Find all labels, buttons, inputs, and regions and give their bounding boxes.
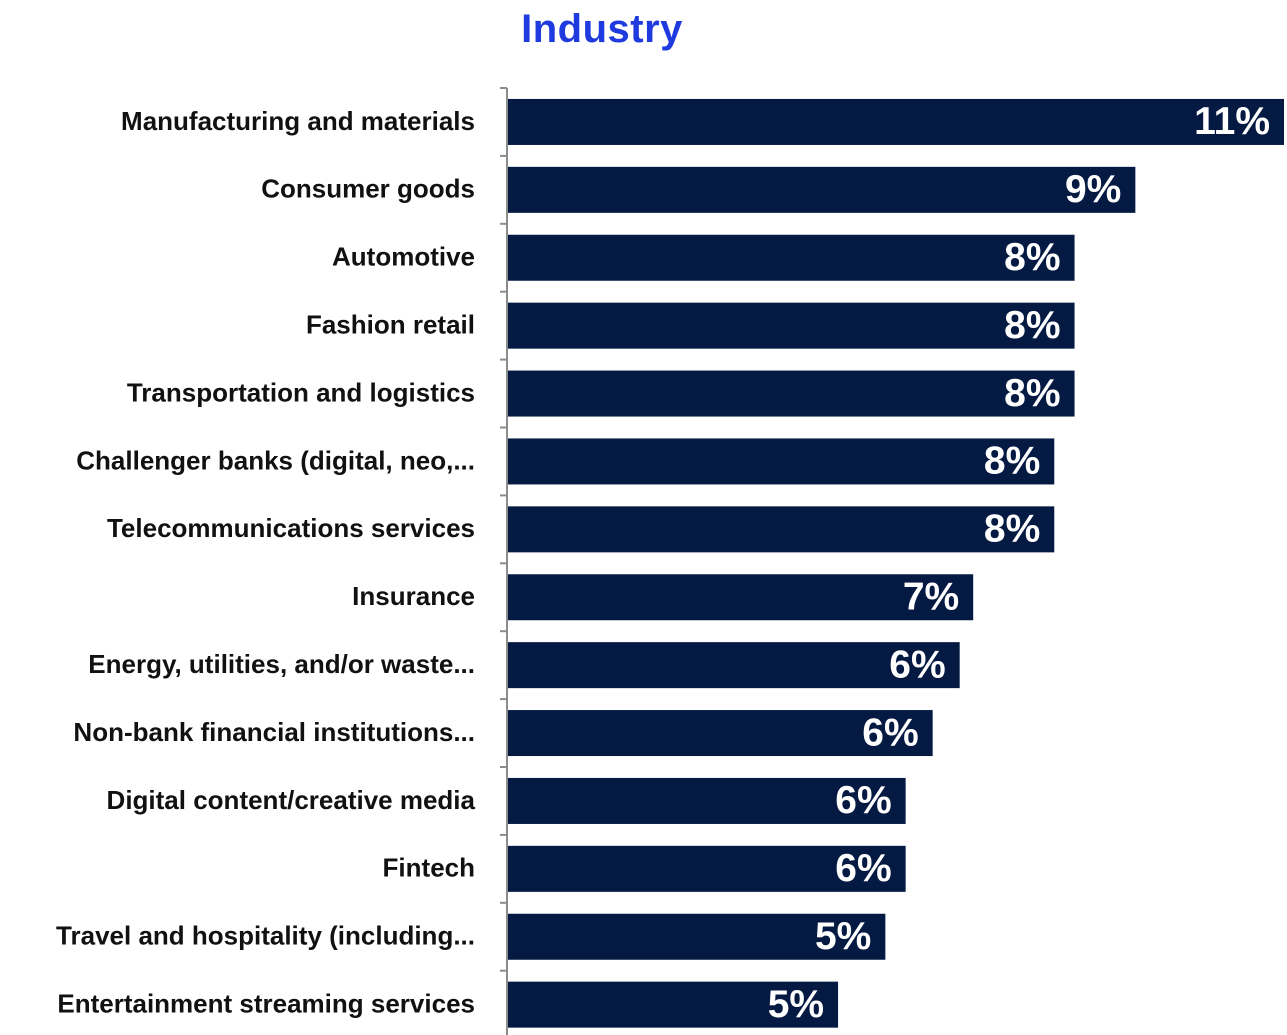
bar-6 — [507, 506, 1055, 553]
value-label-13: 5% — [768, 983, 824, 1026]
value-label-8: 6% — [889, 643, 945, 686]
value-label-7: 7% — [903, 576, 959, 619]
bar-2 — [507, 234, 1075, 281]
bar-10 — [507, 777, 906, 824]
bar-12 — [507, 913, 886, 960]
bar-7 — [507, 574, 974, 621]
category-label-10: Digital content/creative media — [107, 785, 476, 815]
category-label-8: Energy, utilities, and/or waste... — [88, 649, 475, 679]
category-label-2: Automotive — [332, 242, 475, 272]
bar-8 — [507, 642, 960, 689]
category-label-0: Manufacturing and materials — [121, 106, 475, 136]
bar-3 — [507, 302, 1075, 349]
category-label-3: Fashion retail — [306, 310, 475, 340]
category-label-13: Entertainment streaming services — [57, 989, 475, 1019]
bar-9 — [507, 710, 933, 757]
value-label-2: 8% — [1004, 236, 1060, 279]
value-label-5: 8% — [984, 440, 1040, 483]
bar-13 — [507, 981, 839, 1028]
category-label-12: Travel and hospitality (including... — [56, 921, 475, 951]
category-label-1: Consumer goods — [261, 174, 475, 204]
value-label-3: 8% — [1004, 304, 1060, 347]
chart-title: Industry — [521, 7, 683, 51]
category-label-11: Fintech — [383, 853, 475, 883]
value-label-9: 6% — [862, 711, 918, 754]
category-label-9: Non-bank financial institutions... — [73, 717, 475, 747]
bar-1 — [507, 166, 1136, 213]
bar-0 — [507, 98, 1284, 145]
bar-11 — [507, 845, 906, 892]
category-label-7: Insurance — [352, 581, 475, 611]
value-label-1: 9% — [1065, 168, 1121, 211]
category-label-6: Telecommunications services — [107, 513, 475, 543]
value-label-0: 11% — [1194, 100, 1270, 143]
value-label-11: 6% — [835, 847, 891, 890]
value-label-6: 8% — [984, 508, 1040, 551]
bar-4 — [507, 370, 1075, 417]
value-label-10: 6% — [835, 779, 891, 822]
value-label-4: 8% — [1004, 372, 1060, 415]
value-label-12: 5% — [815, 915, 871, 958]
bar-5 — [507, 438, 1055, 485]
category-label-4: Transportation and logistics — [127, 377, 475, 407]
category-label-5: Challenger banks (digital, neo,... — [76, 445, 475, 475]
